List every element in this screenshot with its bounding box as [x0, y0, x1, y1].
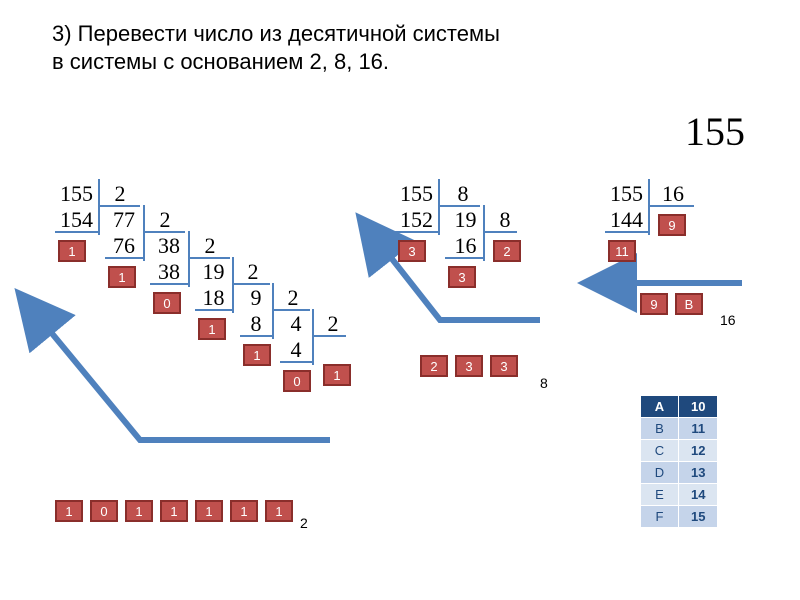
divisor: 2 [150, 207, 180, 233]
remainder-box: 3 [448, 266, 476, 288]
dividend: 155 [395, 181, 438, 207]
hex-cell: A [641, 396, 679, 418]
subtract: 8 [240, 311, 272, 337]
divisor: 8 [493, 207, 517, 233]
subtract: 76 [105, 233, 143, 259]
result-digit: 1 [160, 500, 188, 522]
result-digit: 1 [265, 500, 293, 522]
dividend: 155 [55, 181, 98, 207]
remainder-box: 11 [608, 240, 636, 262]
remainder-box: 1 [198, 318, 226, 340]
hex-table: A10 B11 C12 D13 E14 F15 [640, 395, 718, 528]
subscript-8: 8 [540, 375, 548, 391]
div-line [98, 179, 100, 235]
remainder-box: 9 [658, 214, 686, 236]
result-digit: B [675, 293, 703, 315]
div-line [648, 179, 650, 235]
div-line [232, 257, 234, 313]
task-title-2: в системы с основанием 2, 8, 16. [52, 48, 389, 77]
div-line [188, 231, 190, 287]
div-line [438, 179, 440, 235]
remainder-box: 1 [243, 344, 271, 366]
div-line [483, 205, 485, 261]
divisor: 8 [448, 181, 478, 207]
divisor: 2 [195, 233, 225, 259]
subscript-2: 2 [300, 515, 308, 531]
hex-cell: 15 [679, 506, 718, 528]
dividend: 19 [448, 207, 483, 233]
hex-cell: 10 [679, 396, 718, 418]
dividend: 38 [150, 233, 188, 259]
result-digit: 3 [455, 355, 483, 377]
big-number: 155 [685, 108, 745, 155]
dividend: 19 [195, 259, 232, 285]
divisor: 16 [655, 181, 691, 207]
remainder-box: 0 [283, 370, 311, 392]
result-digit: 1 [55, 500, 83, 522]
dividend: 155 [605, 181, 648, 207]
subtract: 154 [55, 207, 98, 233]
subtract: 144 [605, 207, 648, 233]
div-line [143, 205, 145, 261]
result-digit: 1 [195, 500, 223, 522]
remainder-box: 0 [153, 292, 181, 314]
subtract: 18 [195, 285, 232, 311]
result-digit: 0 [90, 500, 118, 522]
result-digit: 1 [125, 500, 153, 522]
hex-cell: 14 [679, 484, 718, 506]
remainder-box: 1 [323, 364, 351, 386]
result-digit: 3 [490, 355, 518, 377]
div-line [312, 309, 314, 365]
divisor: 2 [280, 285, 306, 311]
divisor: 2 [320, 311, 346, 337]
result-digit: 1 [230, 500, 258, 522]
result-digit: 2 [420, 355, 448, 377]
remainder-box: 1 [108, 266, 136, 288]
remainder-box: 1 [58, 240, 86, 262]
subscript-16: 16 [720, 312, 736, 328]
subtract: 16 [448, 233, 483, 259]
hex-cell: E [641, 484, 679, 506]
hex-cell: B [641, 418, 679, 440]
hex-cell: F [641, 506, 679, 528]
dividend: 4 [280, 311, 312, 337]
divisor: 2 [105, 181, 135, 207]
subtract: 152 [395, 207, 438, 233]
hex-cell: 12 [679, 440, 718, 462]
hex-cell: 13 [679, 462, 718, 484]
remainder-box: 2 [493, 240, 521, 262]
dividend: 77 [105, 207, 143, 233]
remainder-box: 3 [398, 240, 426, 262]
hex-cell: C [641, 440, 679, 462]
divisor: 2 [240, 259, 266, 285]
diagram-canvas: { "title_line1": "3) Перевести число из … [0, 0, 800, 600]
dividend: 9 [240, 285, 272, 311]
subtract: 4 [280, 337, 312, 363]
hex-cell: 11 [679, 418, 718, 440]
hex-cell: D [641, 462, 679, 484]
div-line [272, 283, 274, 339]
subtract: 38 [150, 259, 188, 285]
result-digit: 9 [640, 293, 668, 315]
task-title-1: 3) Перевести число из десятичной системы [52, 20, 500, 49]
